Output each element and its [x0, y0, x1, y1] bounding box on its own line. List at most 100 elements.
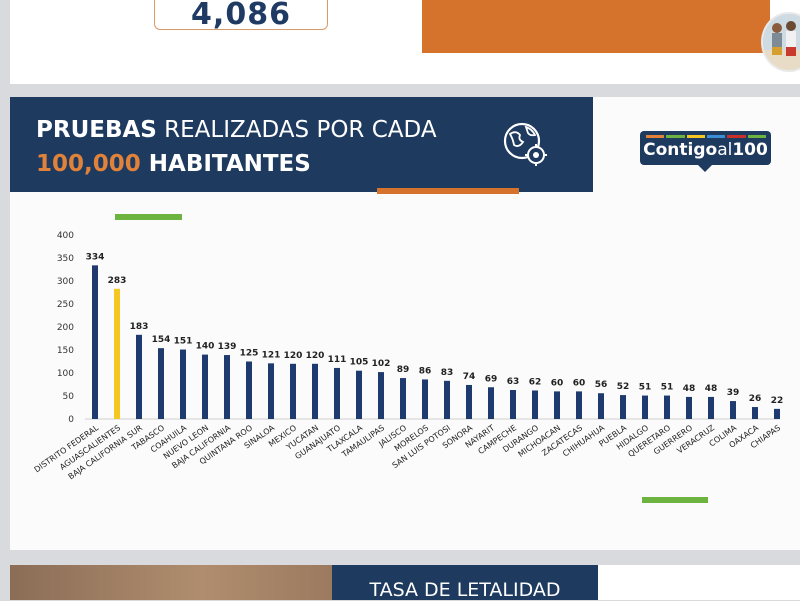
title-word-pruebas: PRUEBAS — [36, 117, 157, 143]
data-label: 69 — [485, 374, 498, 384]
bar — [752, 407, 758, 419]
title-word-realizadas: REALIZADAS POR CADA — [156, 117, 437, 143]
globe-virus-icon — [503, 122, 547, 166]
data-label: 125 — [240, 349, 259, 359]
title-line-2: 100,000 HABITANTES — [36, 151, 311, 177]
bar — [334, 367, 340, 419]
data-label: 121 — [262, 350, 281, 360]
bar — [268, 363, 274, 419]
next-slide-photo — [10, 565, 332, 600]
orange-underline — [377, 188, 519, 194]
bar — [642, 395, 648, 419]
previous-slide-strip: 4,086 — [10, 0, 800, 84]
data-label: 120 — [284, 351, 303, 361]
title-number: 100,000 — [36, 151, 141, 177]
data-label: 56 — [595, 380, 608, 390]
data-label: 183 — [130, 322, 149, 332]
data-label: 151 — [174, 337, 193, 347]
stat-box: 4,086 — [154, 0, 328, 32]
data-label: 86 — [419, 366, 432, 376]
bar — [290, 363, 296, 419]
data-label: 48 — [683, 384, 696, 394]
photo-avatar — [761, 12, 800, 72]
bar — [444, 380, 450, 419]
data-label: 26 — [749, 394, 762, 404]
y-tick-label: 150 — [57, 346, 74, 356]
green-accent-bar — [115, 214, 182, 220]
bar — [620, 395, 626, 419]
bar — [664, 395, 670, 419]
next-slide-strip: TASA DE LETALIDAD — [10, 565, 800, 601]
green-accent-bar — [642, 497, 708, 503]
bar — [356, 370, 362, 419]
bar — [510, 390, 516, 419]
data-label: 62 — [529, 377, 542, 387]
bar — [554, 391, 560, 419]
bar — [114, 288, 120, 419]
data-label: 48 — [705, 384, 718, 394]
data-label: 52 — [617, 382, 630, 392]
bar — [730, 401, 736, 419]
bar — [312, 363, 318, 419]
bar — [202, 354, 208, 419]
logo-text: Contigoal100 — [640, 140, 771, 160]
data-label: 120 — [306, 351, 325, 361]
data-label: 51 — [639, 383, 652, 393]
logo-number: 100 — [732, 140, 768, 160]
logo-stripes — [646, 135, 766, 138]
bar — [224, 355, 230, 419]
bar — [774, 408, 780, 419]
logo-tail — [698, 165, 712, 172]
bar — [686, 396, 692, 419]
data-label: 89 — [397, 365, 410, 375]
bar — [422, 379, 428, 419]
data-label: 111 — [328, 355, 347, 365]
next-slide-banner: TASA DE LETALIDAD — [332, 565, 598, 601]
data-label: 60 — [551, 378, 564, 388]
y-tick-label: 50 — [63, 392, 75, 402]
title-banner: PRUEBAS REALIZADAS POR CADA 100,000 HABI… — [10, 97, 593, 192]
bar — [488, 387, 494, 419]
bar — [246, 361, 252, 419]
bar — [598, 393, 604, 419]
data-label: 83 — [441, 368, 454, 378]
data-label: 74 — [463, 372, 476, 382]
bar — [400, 378, 406, 419]
bar — [158, 348, 164, 419]
next-slide-title: TASA DE LETALIDAD — [369, 579, 561, 601]
y-tick-label: 350 — [57, 254, 74, 264]
bar — [532, 390, 538, 419]
data-label: 139 — [218, 342, 237, 352]
y-tick-label: 0 — [68, 415, 74, 425]
bar — [136, 334, 142, 419]
data-label: 22 — [771, 396, 784, 406]
y-tick-label: 300 — [57, 277, 74, 287]
bar — [576, 391, 582, 419]
bar — [708, 396, 714, 419]
bar — [378, 372, 384, 419]
data-label: 154 — [152, 335, 171, 345]
data-label: 140 — [196, 342, 215, 352]
data-label: 334 — [86, 252, 105, 262]
logo-strong: Contigo — [643, 140, 718, 160]
y-tick-label: 400 — [57, 231, 74, 241]
stat-value: 4,086 — [191, 0, 291, 32]
orange-banner — [422, 0, 770, 53]
title-word-habitantes: HABITANTES — [140, 151, 311, 177]
y-tick-label: 250 — [57, 300, 74, 310]
contigo-al-100-logo: Contigoal100 — [640, 131, 771, 165]
data-label: 60 — [573, 378, 586, 388]
chart-slide: PRUEBAS REALIZADAS POR CADA 100,000 HABI… — [10, 97, 800, 550]
data-label: 102 — [372, 359, 391, 369]
y-tick-label: 100 — [57, 369, 74, 379]
data-label: 283 — [108, 276, 127, 286]
title-line-1: PRUEBAS REALIZADAS POR CADA — [36, 117, 437, 143]
data-label: 39 — [727, 388, 740, 398]
bar — [92, 265, 98, 419]
logo-light: al — [717, 140, 733, 160]
y-tick-label: 200 — [57, 323, 74, 333]
bar — [180, 349, 186, 419]
data-label: 63 — [507, 377, 520, 387]
data-label: 105 — [350, 358, 369, 368]
